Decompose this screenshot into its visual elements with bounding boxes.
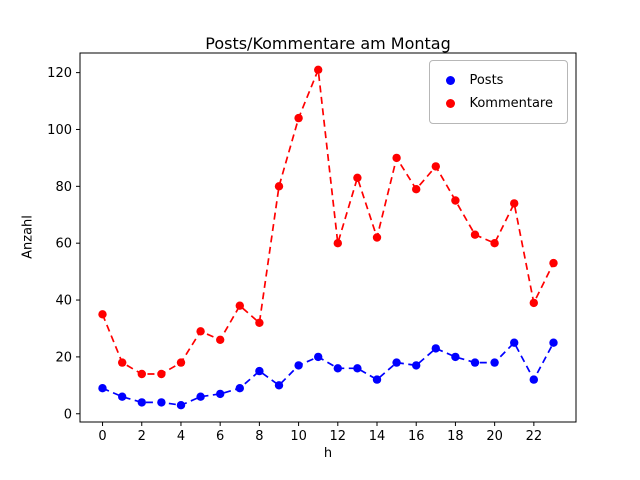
svg-text:80: 80 — [55, 180, 72, 195]
svg-text:10: 10 — [290, 429, 307, 444]
svg-text:100: 100 — [47, 123, 72, 138]
svg-text:60: 60 — [55, 237, 72, 252]
legend-item-kommentare: Kommentare — [441, 92, 553, 115]
svg-text:40: 40 — [55, 294, 72, 309]
svg-text:6: 6 — [216, 429, 224, 444]
x-axis-label: h — [323, 446, 333, 461]
svg-text:16: 16 — [408, 429, 425, 444]
legend-label-kommentare: Kommentare — [469, 96, 553, 111]
svg-text:0: 0 — [98, 429, 106, 444]
axes-frame — [79, 52, 577, 423]
svg-text:20: 20 — [55, 350, 72, 365]
legend: Posts Kommentare — [429, 60, 568, 124]
svg-text:18: 18 — [447, 429, 464, 444]
y-axis-ticks: 0 20 40 60 80 100 120 — [47, 66, 80, 422]
svg-text:22: 22 — [526, 429, 543, 444]
chart-title: Posts/Kommentare am Montag — [205, 34, 451, 53]
svg-text:120: 120 — [47, 66, 72, 81]
x-axis-ticks: 0 2 4 6 8 10 12 14 16 18 20 22 — [98, 422, 542, 444]
kommentare-marker-icon — [446, 99, 456, 108]
legend-label-posts: Posts — [469, 73, 504, 88]
svg-text:4: 4 — [177, 429, 185, 444]
svg-text:12: 12 — [330, 429, 347, 444]
svg-text:2: 2 — [138, 429, 146, 444]
posts-marker-icon — [446, 76, 456, 85]
series-posts — [98, 338, 558, 410]
legend-item-posts: Posts — [441, 69, 553, 92]
svg-text:14: 14 — [369, 429, 386, 444]
svg-text:8: 8 — [255, 429, 263, 444]
svg-text:20: 20 — [486, 429, 503, 444]
series-kommentare — [98, 65, 558, 379]
svg-text:0: 0 — [64, 407, 72, 422]
